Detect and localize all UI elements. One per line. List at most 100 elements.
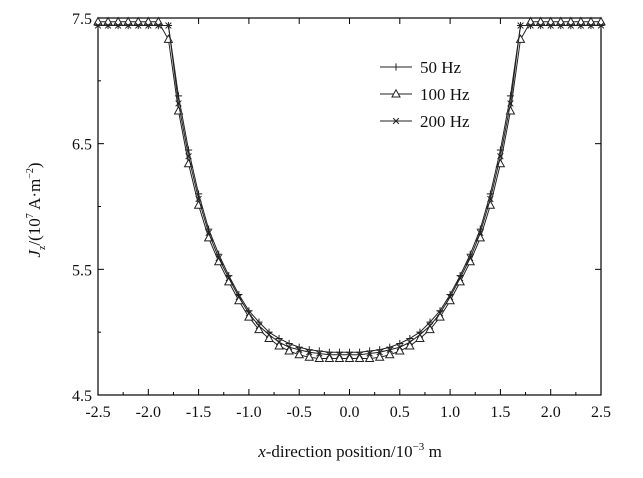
data-point bbox=[587, 22, 595, 29]
legend-marker bbox=[392, 63, 400, 71]
data-point bbox=[295, 346, 303, 353]
data-point bbox=[555, 16, 566, 26]
data-point bbox=[384, 349, 395, 359]
data-point bbox=[264, 333, 274, 342]
data-point bbox=[557, 22, 564, 29]
x-tick-label: -1.0 bbox=[236, 404, 261, 421]
data-point bbox=[376, 349, 383, 356]
x-tick-label: -0.5 bbox=[287, 404, 312, 421]
data-point bbox=[103, 16, 113, 26]
data-point bbox=[235, 293, 243, 301]
x-axis-title-var: x bbox=[257, 442, 266, 461]
data-point bbox=[143, 16, 154, 26]
data-point bbox=[114, 22, 122, 29]
data-point bbox=[525, 16, 536, 26]
series-layer bbox=[93, 16, 606, 363]
data-point bbox=[215, 254, 222, 262]
x-axis-title: x-direction position/10−3 m bbox=[257, 441, 442, 461]
data-point bbox=[394, 345, 405, 355]
data-point bbox=[306, 349, 313, 356]
legend-marker bbox=[391, 88, 401, 98]
data-point bbox=[135, 22, 142, 29]
data-point bbox=[517, 22, 524, 29]
legend-item: 200 Hz bbox=[380, 112, 470, 131]
series-line bbox=[98, 21, 601, 360]
data-point bbox=[274, 340, 284, 350]
data-point bbox=[535, 16, 546, 26]
data-point bbox=[344, 353, 355, 363]
data-point bbox=[153, 16, 164, 26]
data-point bbox=[175, 100, 182, 107]
data-point bbox=[396, 344, 404, 351]
x-axis-title-unit: m bbox=[424, 442, 441, 461]
data-point bbox=[104, 22, 112, 29]
data-point bbox=[113, 16, 123, 26]
y-axis-title: Jz/(107 A·m−2) bbox=[25, 162, 48, 257]
data-point bbox=[356, 351, 363, 359]
data-point bbox=[406, 338, 414, 346]
data-point bbox=[497, 152, 504, 160]
data-point bbox=[314, 353, 325, 363]
data-point bbox=[456, 274, 464, 282]
legend-label: 50 Hz bbox=[420, 58, 462, 77]
data-point bbox=[366, 350, 373, 357]
y-axis-title-exp2: −2 bbox=[25, 168, 36, 179]
data-point bbox=[354, 353, 365, 363]
data-point bbox=[145, 22, 152, 29]
data-point bbox=[567, 22, 575, 29]
data-point bbox=[324, 353, 335, 363]
data-point bbox=[386, 346, 393, 353]
legend-label: 200 Hz bbox=[420, 112, 470, 131]
data-point bbox=[294, 349, 305, 359]
legend-marker bbox=[392, 117, 400, 125]
data-point bbox=[326, 351, 333, 359]
series-triangle bbox=[93, 16, 606, 363]
series-plus bbox=[94, 21, 605, 356]
data-point bbox=[133, 16, 144, 26]
data-point bbox=[336, 351, 343, 359]
x-tick-label: 0.5 bbox=[390, 404, 410, 421]
data-point bbox=[545, 16, 556, 26]
y-axis: 4.5 5.5 6.5 7.5 bbox=[72, 11, 601, 405]
y-tick-label: 5.5 bbox=[72, 262, 92, 279]
data-point bbox=[364, 353, 375, 363]
data-point bbox=[304, 352, 315, 361]
data-point bbox=[205, 229, 212, 237]
series-x bbox=[94, 22, 605, 359]
data-point bbox=[507, 100, 514, 107]
y-tick-label: 7.5 bbox=[72, 11, 92, 28]
data-point bbox=[94, 22, 102, 29]
data-point bbox=[254, 324, 264, 334]
x-tick-label: -1.5 bbox=[186, 404, 211, 421]
x-axis-title-text: -direction position/10 bbox=[266, 442, 413, 461]
data-point bbox=[477, 229, 484, 237]
x-tick-label: -2.5 bbox=[85, 404, 110, 421]
x-tick-label: -2.0 bbox=[136, 404, 161, 421]
data-point bbox=[405, 340, 415, 350]
x-tick-label: 2.5 bbox=[591, 404, 611, 421]
data-point bbox=[446, 293, 454, 301]
data-point bbox=[576, 16, 586, 26]
x-axis: -2.5 -2.0 -1.5 -1.0 -0.5 0.0 0.5 1.0 1.5 2.0 2.5 bbox=[85, 18, 611, 421]
data-point bbox=[284, 345, 294, 355]
data-point bbox=[487, 195, 494, 203]
data-point bbox=[515, 34, 526, 43]
data-point bbox=[93, 16, 103, 26]
data-point bbox=[436, 310, 444, 317]
data-point bbox=[265, 331, 273, 338]
data-point bbox=[597, 22, 605, 29]
y-axis-title-unit: A·m bbox=[25, 179, 44, 213]
data-point bbox=[565, 16, 576, 26]
x-tick-label: 2.0 bbox=[541, 404, 561, 421]
data-point bbox=[195, 195, 202, 203]
data-point bbox=[415, 333, 425, 342]
legend-label: 100 Hz bbox=[420, 85, 470, 104]
data-point bbox=[185, 152, 192, 160]
x-axis-title-exp: −3 bbox=[413, 441, 425, 453]
data-point bbox=[165, 22, 172, 29]
y-axis-title-var: J bbox=[25, 249, 44, 258]
data-point bbox=[163, 34, 174, 43]
data-point bbox=[466, 254, 474, 262]
legend-item: 100 Hz bbox=[380, 85, 470, 104]
